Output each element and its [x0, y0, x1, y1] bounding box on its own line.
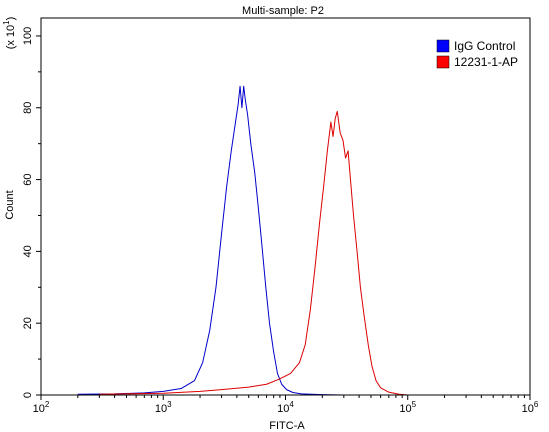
legend-label: IgG Control — [454, 39, 515, 53]
legend: IgG Control 12231-1-AP — [436, 39, 518, 69]
y-tick-label: 100 — [22, 27, 34, 45]
series-line-1 — [77, 85, 344, 396]
y-multiplier-exp: 1 — [2, 20, 11, 25]
x-axis: 102 103 104 105 106 — [33, 395, 539, 415]
chart-title: Multi-sample: P2 — [242, 5, 324, 17]
x-tick-label: 104 — [277, 400, 294, 415]
x-tick-label: 106 — [522, 400, 539, 415]
x-tick-label: 103 — [155, 400, 172, 415]
plot-layer — [77, 85, 408, 396]
legend-swatch — [436, 55, 450, 69]
y-axis-title: Count — [4, 190, 16, 219]
y-tick-label: 80 — [22, 102, 34, 114]
x-axis-title: FITC-A — [269, 420, 305, 432]
y-tick-label: 0 — [22, 392, 34, 398]
x-tick-label: 105 — [399, 400, 416, 415]
y-multiplier-base: (x 10 — [5, 25, 17, 49]
y-multiplier-label: (x 101) — [2, 17, 17, 50]
y-tick-label: 40 — [22, 245, 34, 257]
x-tick-label: 102 — [33, 400, 50, 415]
plot-frame — [40, 17, 531, 396]
y-multiplier-close: ) — [5, 17, 17, 21]
legend-swatch — [436, 39, 450, 53]
series-line-2 — [99, 110, 408, 396]
legend-label: 12231-1-AP — [454, 55, 518, 69]
y-axis: 0 20 40 60 80 100 — [22, 27, 41, 398]
y-tick-label: 20 — [22, 317, 34, 329]
y-tick-label: 60 — [22, 173, 34, 185]
